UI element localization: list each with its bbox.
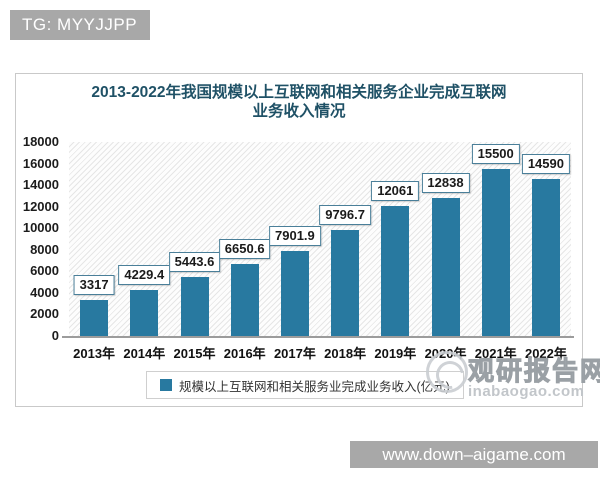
bar-value-label: 12061 bbox=[371, 181, 420, 202]
chart-title: 2013-2022年我国规模以上互联网和相关服务企业完成互联网 业务收入情况 bbox=[16, 83, 582, 121]
x-tick-label: 2019年 bbox=[374, 346, 417, 361]
legend-box: 规模以上互联网和相关服务业完成业务收入(亿元) bbox=[146, 371, 464, 399]
plot-area: 3317 4229.4 5443.6 6650.6 7901.9 9796.7 12061 1… bbox=[69, 142, 571, 336]
bar-2021年 bbox=[481, 168, 510, 336]
x-tick-label: 2014年 bbox=[123, 346, 166, 361]
bar-2018年 bbox=[331, 230, 360, 336]
y-tick-label: 4000 bbox=[30, 284, 59, 300]
bar-value-label: 4229.4 bbox=[118, 265, 171, 286]
x-axis-labels: 2013年 2014年 2015年 2016年 2017年 2018年 2019年 2020年… bbox=[69, 343, 571, 362]
y-tick-label: 8000 bbox=[30, 241, 59, 257]
bar-value-label: 15500 bbox=[471, 143, 520, 164]
legend-square-icon bbox=[160, 379, 172, 391]
bar-value-label: 12838 bbox=[421, 172, 470, 193]
y-tick-label: 16000 bbox=[22, 155, 59, 171]
x-tick-label: 2020年 bbox=[424, 346, 467, 361]
x-tick-label: 2018年 bbox=[324, 346, 367, 361]
y-tick-label: 18000 bbox=[22, 134, 59, 149]
telegram-watermark-text: TG: MYYJJPP bbox=[22, 15, 138, 34]
y-axis: 18000 16000 14000 12000 10000 8000 6000 4000 200… bbox=[16, 134, 65, 343]
x-tick-label: 2017年 bbox=[273, 346, 316, 361]
chart-card: 2013-2022年我国规模以上互联网和相关服务企业完成互联网 业务收入情况 1… bbox=[15, 73, 583, 407]
chart-title-line1: 2013-2022年我国规模以上互联网和相关服务企业完成互联网 bbox=[91, 84, 507, 101]
bar-value-label: 5443.6 bbox=[168, 252, 221, 273]
source-url-text: www.down–aigame.com bbox=[382, 445, 566, 464]
source-url-badge: www.down–aigame.com bbox=[350, 441, 598, 468]
telegram-watermark-badge: TG: MYYJJPP bbox=[10, 10, 150, 40]
bar-2022年 bbox=[531, 178, 560, 336]
bar-2017年 bbox=[280, 250, 309, 336]
x-tick-label: 2016年 bbox=[223, 346, 266, 361]
bar-2014年 bbox=[130, 290, 159, 336]
y-tick-label: 2000 bbox=[30, 306, 59, 322]
bar-value-label: 6650.6 bbox=[218, 239, 271, 260]
bar-value-label: 9796.7 bbox=[319, 205, 371, 226]
y-tick-label: 14000 bbox=[22, 177, 59, 193]
y-tick-label: 6000 bbox=[30, 263, 59, 279]
chart-title-line2: 业务收入情况 bbox=[252, 103, 346, 120]
bar-value-label: 3317 bbox=[73, 275, 115, 296]
y-tick-label: 10000 bbox=[22, 220, 59, 236]
bar-2015年 bbox=[180, 277, 209, 336]
x-tick-label: 2015年 bbox=[173, 346, 216, 361]
bar-2013年 bbox=[80, 300, 109, 336]
x-tick-label: 2013年 bbox=[73, 346, 116, 361]
x-axis-line bbox=[62, 336, 574, 338]
bar-value-label: 7901.9 bbox=[269, 225, 321, 246]
bar-2016年 bbox=[230, 264, 259, 336]
y-tick-label: 12000 bbox=[22, 198, 59, 214]
y-tick-label: 0 bbox=[51, 328, 59, 343]
bar-value-label: 14590 bbox=[521, 153, 570, 174]
bar-2019年 bbox=[381, 206, 410, 336]
legend-label: 规模以上互联网和相关服务业完成业务收入(亿元) bbox=[179, 379, 450, 394]
x-tick-label: 2021年 bbox=[474, 346, 517, 361]
bar-2020年 bbox=[431, 197, 460, 336]
x-tick-label: 2022年 bbox=[524, 346, 567, 361]
